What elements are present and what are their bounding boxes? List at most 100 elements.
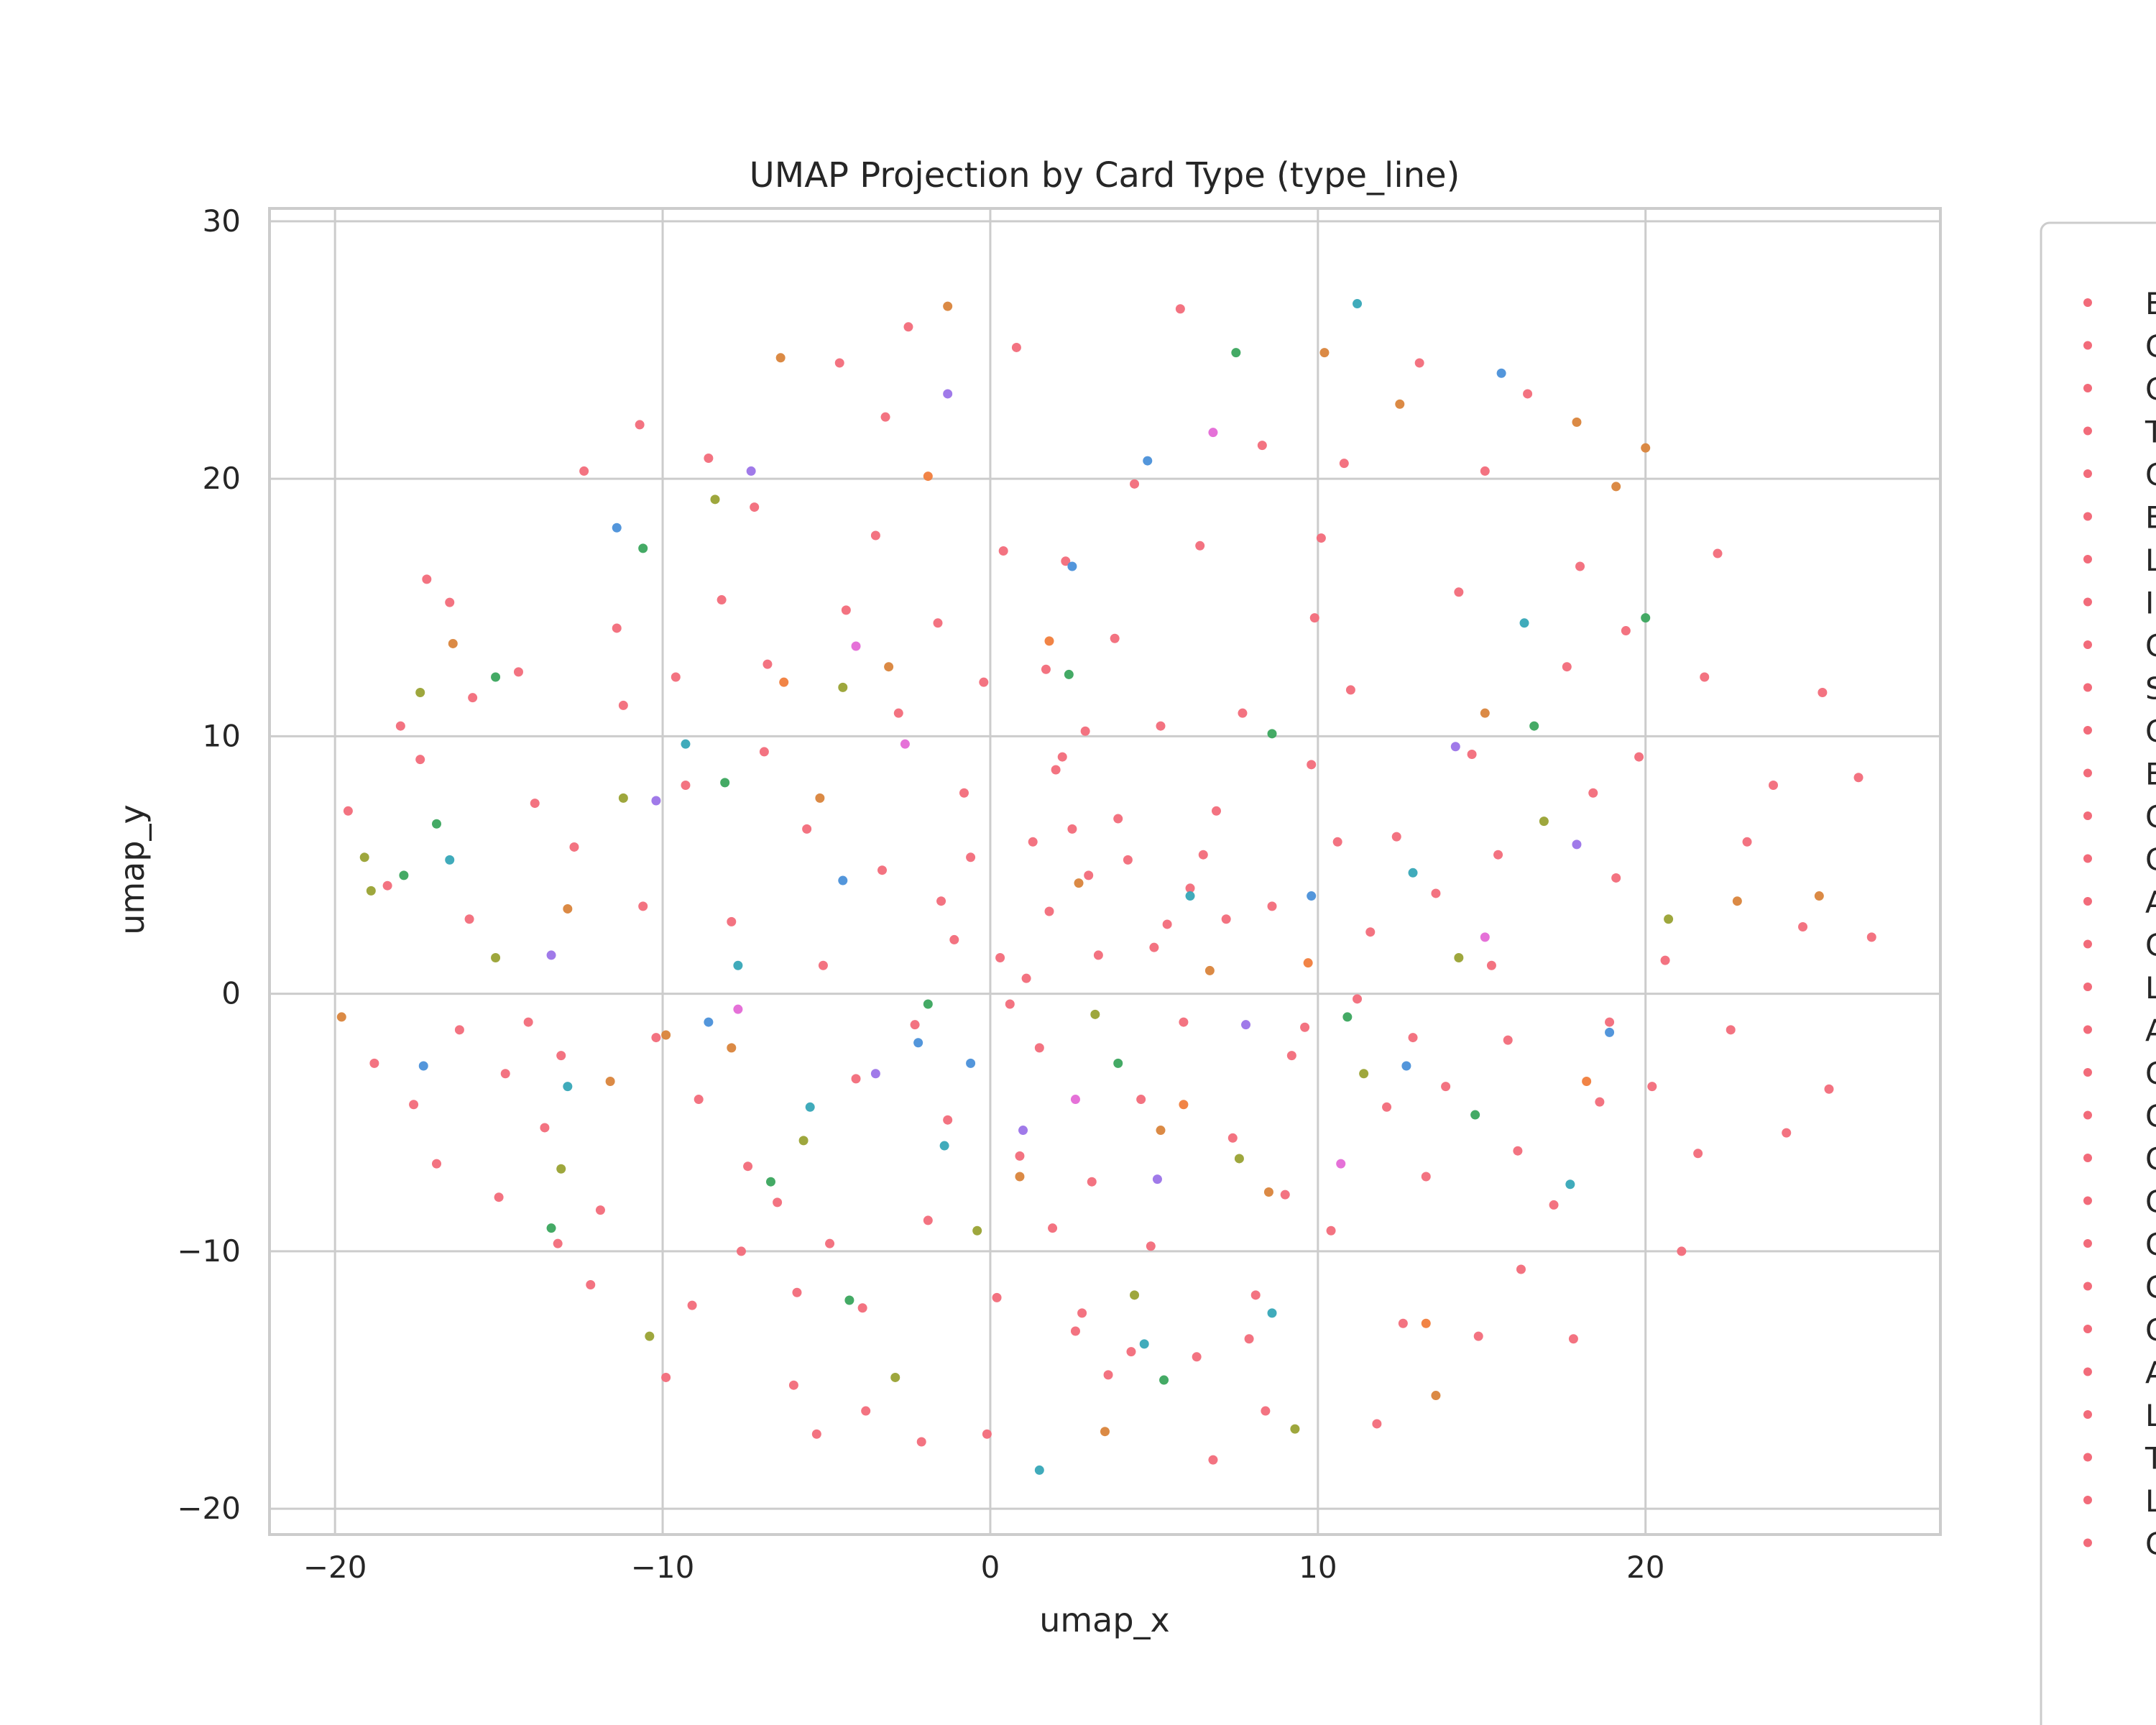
scatter-point	[851, 641, 861, 651]
scatter-point	[1818, 688, 1828, 698]
legend-label: C	[2145, 842, 2156, 878]
legend-label: C	[2145, 628, 2156, 663]
scatter-point	[1621, 626, 1631, 636]
scatter-point	[546, 950, 556, 960]
legend-label: C	[2145, 928, 2156, 963]
scatter-point	[1503, 1035, 1513, 1045]
legend-label: C	[2145, 1141, 2156, 1177]
scatter-point	[1061, 556, 1071, 566]
scatter-point	[1100, 1427, 1110, 1437]
legend-marker	[2083, 1068, 2092, 1077]
scatter-point	[1070, 1095, 1080, 1105]
scatter-point	[1087, 1177, 1097, 1187]
scatter-point	[851, 1074, 861, 1084]
legend-marker	[2083, 1453, 2092, 1462]
scatter-point	[1742, 837, 1752, 847]
legend-label: T	[2145, 415, 2156, 450]
scatter-point	[861, 1406, 871, 1416]
legend-label: C	[2145, 1227, 2156, 1262]
scatter-point	[1480, 466, 1490, 476]
scatter-point	[1139, 1339, 1149, 1349]
scatter-point	[1231, 348, 1241, 358]
legend-marker	[2083, 1538, 2092, 1547]
scatter-point	[1011, 342, 1021, 352]
x-tick-label: −10	[631, 1550, 695, 1585]
scatter-point	[1634, 752, 1644, 762]
scatter-point	[1257, 441, 1267, 451]
scatter-point	[445, 855, 455, 865]
scatter-point	[1568, 1334, 1578, 1344]
scatter-point	[1048, 1223, 1058, 1233]
y-axis-label: umap_y	[113, 804, 152, 935]
scatter-point	[1486, 960, 1496, 970]
scatter-point	[1309, 613, 1319, 623]
scatter-point	[870, 1069, 880, 1079]
scatter-point	[1595, 1097, 1605, 1107]
scatter-point	[468, 693, 478, 703]
scatter-point	[681, 780, 691, 790]
scatter-point	[1185, 891, 1195, 901]
scatter-point	[1241, 1020, 1251, 1030]
scatter-point	[359, 852, 369, 862]
scatter-point	[1143, 456, 1153, 466]
y-tick-label: 30	[203, 203, 241, 239]
scatter-point	[523, 1017, 533, 1027]
scatter-point	[1034, 1465, 1044, 1475]
scatter-point	[1516, 1264, 1526, 1274]
scatter-point	[415, 688, 425, 698]
scatter-point	[1496, 368, 1506, 378]
tick-labels: −20 −10 0 10 20 −20 −10 0 10 20 30	[177, 203, 1664, 1585]
legend-marker	[2083, 597, 2092, 607]
scatter-point	[746, 466, 756, 476]
scatter-point	[1146, 1241, 1156, 1251]
scatter-point	[1263, 1187, 1273, 1197]
scatter-point	[1853, 773, 1864, 783]
scatter-point	[1175, 304, 1185, 314]
scatter-point	[939, 1141, 949, 1151]
scatter-point	[923, 999, 933, 1009]
scatter-point	[382, 880, 392, 891]
scatter-point	[1244, 1334, 1254, 1344]
legend-label: C	[2145, 1527, 2156, 1562]
x-tick-label: 10	[1299, 1550, 1337, 1585]
scatter-point	[1113, 1058, 1123, 1068]
scatter-point	[1414, 358, 1424, 368]
scatter-point	[943, 389, 953, 399]
scatter-point	[553, 1238, 563, 1248]
y-tick-label: 10	[203, 718, 241, 753]
scatter-point	[1238, 708, 1248, 718]
legend-marker	[2083, 683, 2092, 692]
scatter-point	[491, 672, 501, 682]
scatter-point	[687, 1300, 697, 1310]
grid-lines	[270, 208, 1940, 1535]
x-tick-label: 0	[981, 1550, 1000, 1585]
scatter-point	[1611, 482, 1621, 492]
scatter-point	[1372, 1419, 1382, 1429]
scatter-point	[1565, 1179, 1575, 1190]
scatter-point	[1365, 927, 1376, 937]
legend-marker	[2083, 811, 2092, 820]
scatter-point	[612, 623, 622, 633]
legend-marker	[2083, 426, 2092, 436]
scatter-point	[884, 662, 894, 672]
scatter-point	[1221, 914, 1231, 924]
scatter-point	[651, 796, 661, 806]
legend-label: C	[2145, 1184, 2156, 1220]
legend-label: I	[2145, 586, 2154, 621]
scatter-point	[727, 1043, 737, 1053]
legend-label: C	[2145, 714, 2156, 749]
scatter-point	[1159, 1375, 1169, 1385]
scatter-point	[1605, 1027, 1615, 1037]
scatter-point	[900, 739, 910, 749]
scatter-point	[979, 677, 989, 687]
scatter-point	[966, 852, 976, 862]
plot-area	[268, 207, 1942, 1536]
scatter-point	[422, 574, 432, 584]
legend-label: S	[2145, 671, 2156, 707]
scatter-point	[1814, 891, 1824, 901]
scatter-point	[586, 1279, 596, 1289]
scatter-point	[825, 1238, 835, 1248]
scatter-point	[1326, 1225, 1336, 1236]
